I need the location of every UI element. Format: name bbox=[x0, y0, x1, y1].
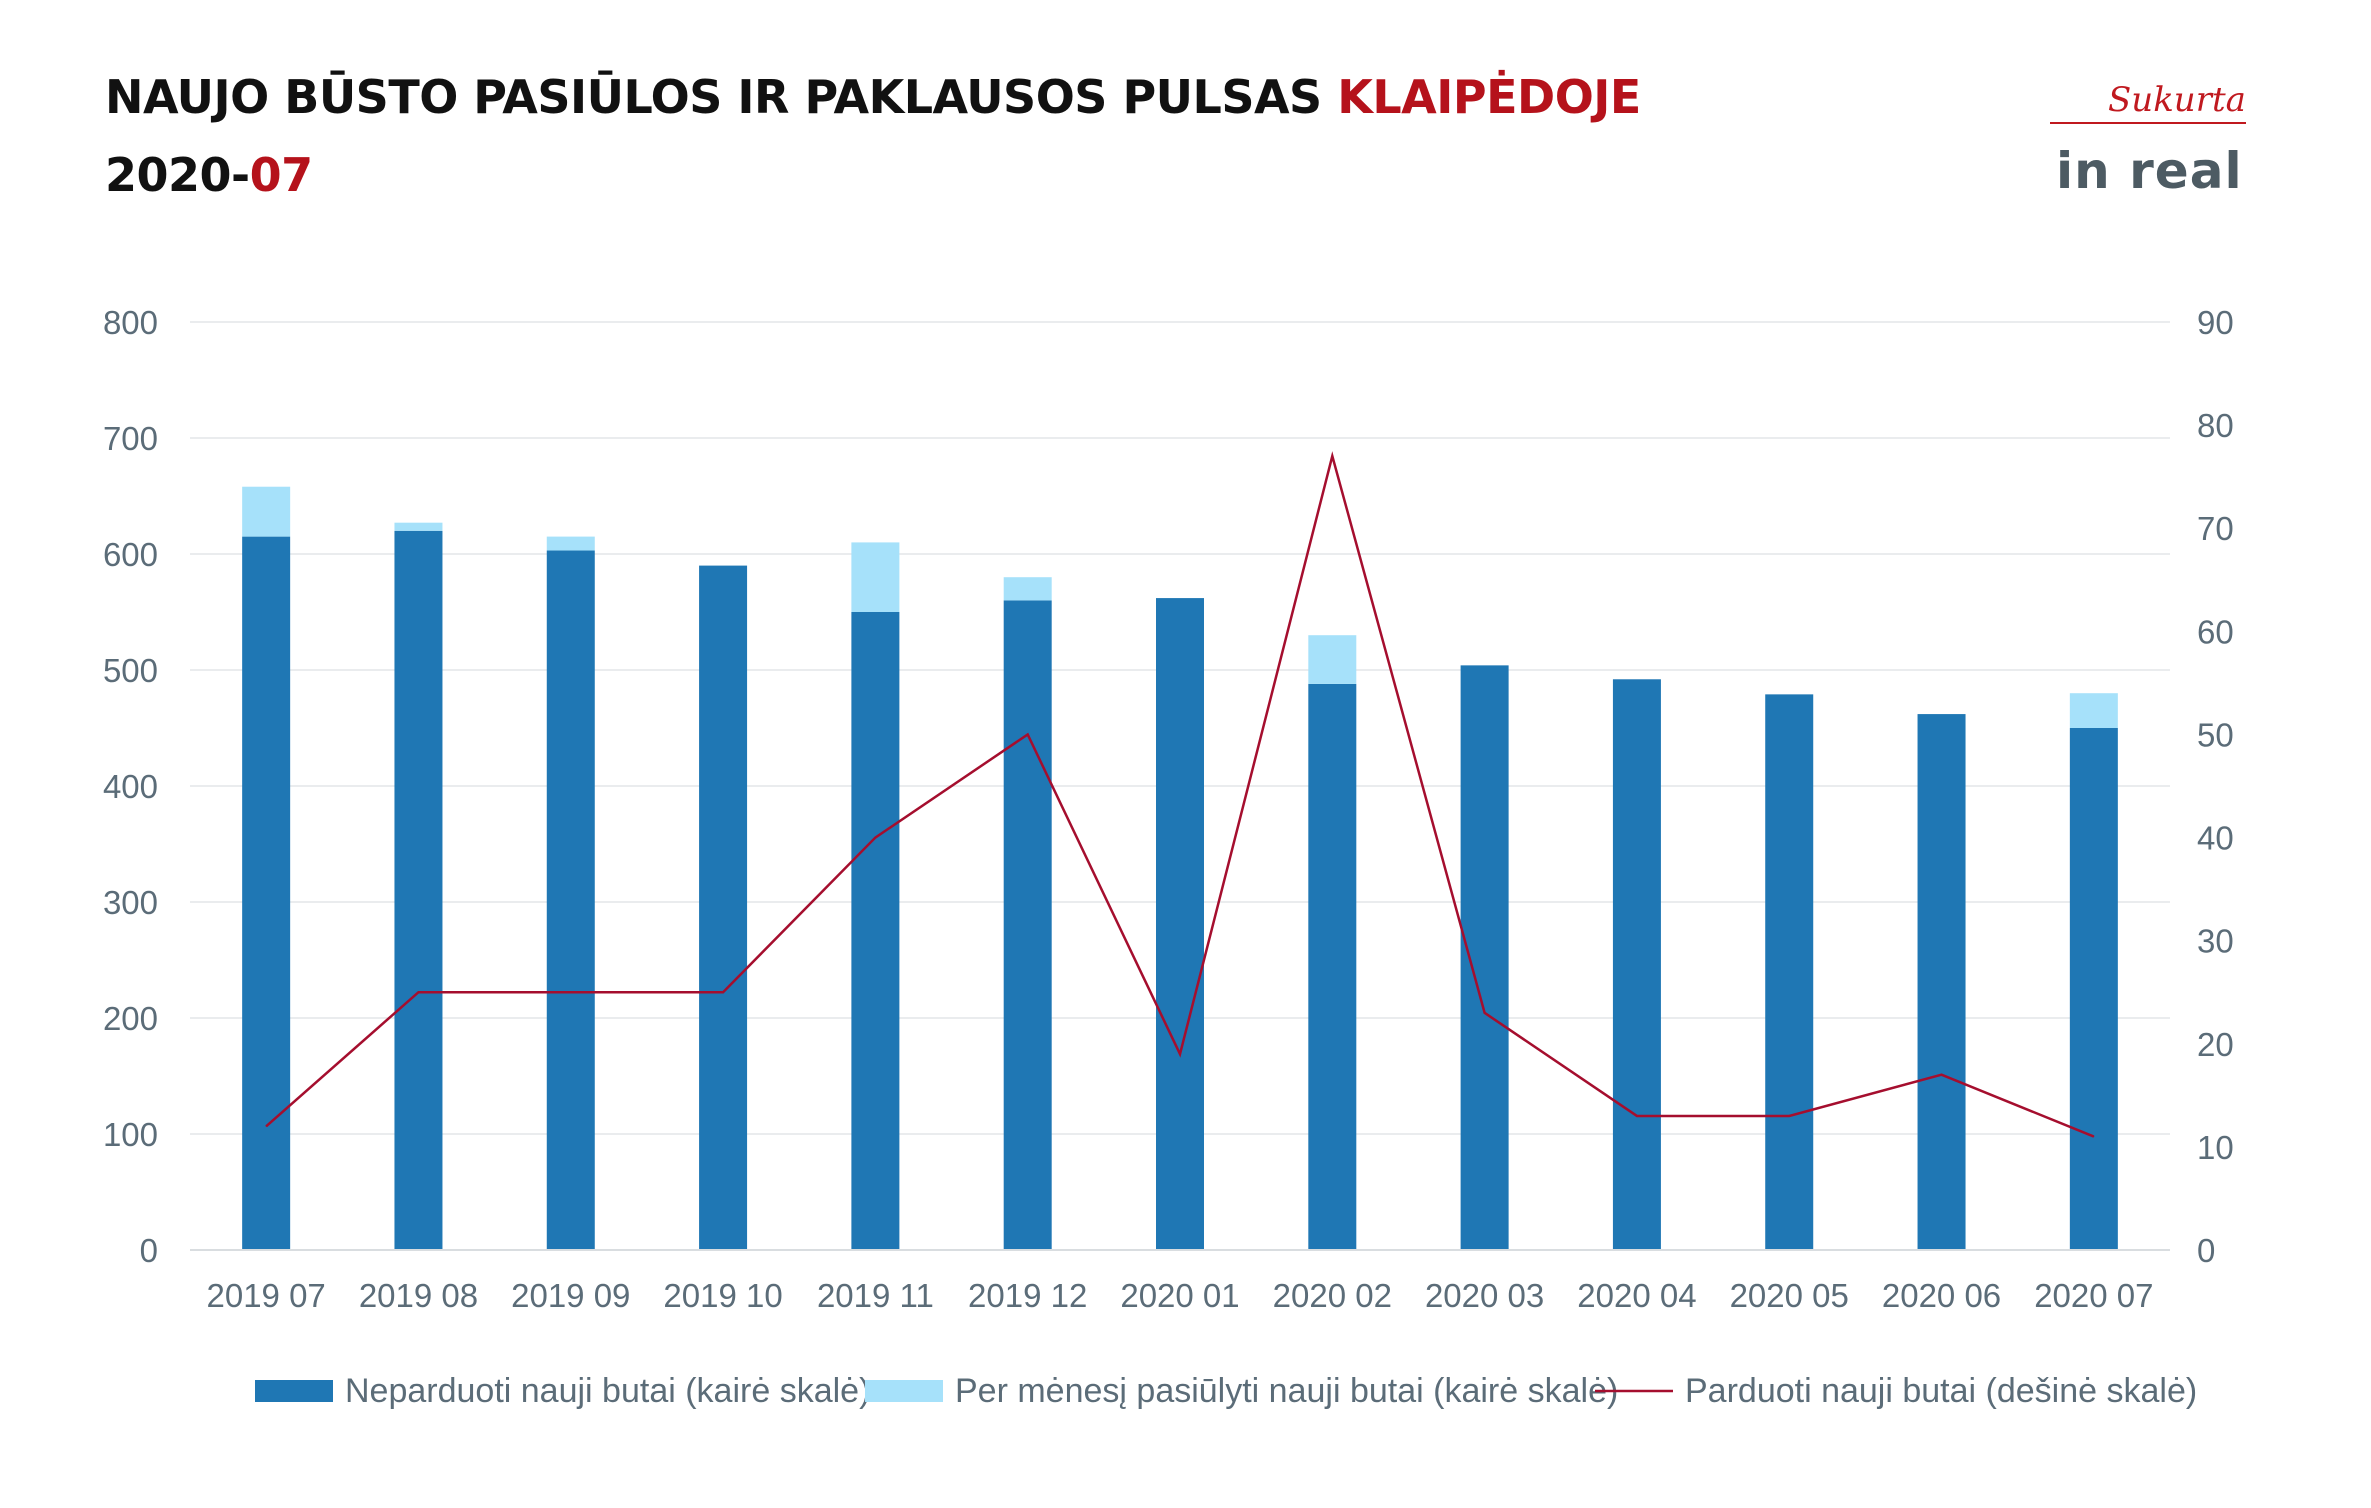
right-axis-tick-label: 10 bbox=[2197, 1129, 2234, 1166]
right-axis-tick-label: 50 bbox=[2197, 716, 2234, 753]
bar-unsold bbox=[1003, 600, 1052, 1250]
x-axis-tick-label: 2020 03 bbox=[1425, 1277, 1544, 1314]
left-axis-tick-label: 800 bbox=[103, 304, 158, 341]
chart-title-main: NAUJO BŪSTO PASIŪLOS IR PAKLAUSOS PULSAS bbox=[105, 70, 1338, 124]
bar-unsold bbox=[699, 565, 748, 1250]
bar-unsold bbox=[1917, 714, 1966, 1250]
left-axis-tick-label: 200 bbox=[103, 1000, 158, 1037]
bar-unsold bbox=[546, 550, 595, 1250]
x-axis-tick-label: 2019 09 bbox=[511, 1277, 630, 1314]
bar-series bbox=[242, 486, 2118, 1250]
left-axis-tick-label: 600 bbox=[103, 536, 158, 573]
x-axis-tick-label: 2019 11 bbox=[817, 1277, 934, 1314]
right-axis-tick-label: 60 bbox=[2197, 613, 2234, 650]
sold-point bbox=[1331, 455, 1333, 457]
sold-point bbox=[1179, 1053, 1181, 1055]
bar-offered bbox=[2069, 693, 2118, 728]
logo-divider bbox=[2050, 122, 2246, 124]
left-axis-tick-label: 300 bbox=[103, 884, 158, 921]
sold-point bbox=[570, 991, 572, 993]
x-axis: 2019 07 2019 08 2019 09 2019 10 2019 11 2019 … bbox=[190, 1249, 2170, 1314]
chart-title: NAUJO BŪSTO PASIŪLOS IR PAKLAUSOS PULSAS… bbox=[105, 70, 1641, 124]
x-axis-tick-label: 2020 06 bbox=[1882, 1277, 2001, 1314]
line-series bbox=[265, 451, 2095, 1138]
right-axis-tick-label: 20 bbox=[2197, 1026, 2234, 1063]
in-real-logo: Sukurta in real bbox=[2050, 80, 2250, 210]
x-axis-tick-label: 2019 10 bbox=[663, 1277, 782, 1314]
sold-point bbox=[874, 837, 876, 839]
right-axis: 0 10 20 30 40 50 60 70 80 90 bbox=[2197, 304, 2234, 1269]
chart-period: 2020-07 bbox=[105, 148, 313, 202]
right-axis-tick-label: 70 bbox=[2197, 510, 2234, 547]
x-axis-tick-label: 2020 04 bbox=[1577, 1277, 1696, 1314]
sold-point bbox=[2093, 1136, 2095, 1138]
left-axis-tick-label: 500 bbox=[103, 652, 158, 689]
right-axis-tick-label: 30 bbox=[2197, 923, 2234, 960]
bar-offered bbox=[851, 542, 900, 612]
bar-offered bbox=[1308, 635, 1357, 684]
x-axis-tick-label: 2019 12 bbox=[968, 1277, 1087, 1314]
left-axis-tick-label: 0 bbox=[140, 1232, 158, 1269]
bar-offered bbox=[1003, 577, 1052, 601]
sold-point bbox=[417, 991, 419, 993]
x-axis-tick-label: 2019 08 bbox=[359, 1277, 478, 1314]
sold-point bbox=[1941, 1074, 1943, 1076]
x-axis-tick-label: 2020 01 bbox=[1120, 1277, 1239, 1314]
bar-unsold bbox=[1765, 694, 1814, 1250]
sold-point bbox=[722, 991, 724, 993]
x-axis-tick-label: 2020 07 bbox=[2034, 1277, 2153, 1314]
logo-brand: in real bbox=[2056, 142, 2243, 200]
left-axis: 0 100 200 300 400 500 600 700 800 bbox=[103, 304, 158, 1269]
chart-period-month: 07 bbox=[249, 148, 314, 202]
legend-label-offered: Per mėnesį pasiūlyti nauji butai (kairė … bbox=[955, 1372, 1618, 1410]
bar-unsold bbox=[1308, 683, 1357, 1250]
left-axis-tick-label: 100 bbox=[103, 1116, 158, 1153]
bar-unsold bbox=[1612, 679, 1661, 1250]
sold-point bbox=[1636, 1115, 1638, 1117]
bar-unsold bbox=[2069, 728, 2118, 1250]
sold-point bbox=[1788, 1115, 1790, 1117]
chart-period-year: 2020- bbox=[105, 148, 250, 202]
bar-unsold bbox=[851, 612, 900, 1250]
right-axis-tick-label: 40 bbox=[2197, 820, 2234, 857]
sold-point bbox=[265, 1125, 267, 1127]
bar-offered bbox=[242, 486, 291, 537]
sold-point bbox=[1027, 733, 1029, 735]
logo-tagline: Sukurta bbox=[2108, 80, 2246, 120]
legend-label-unsold: Neparduoti nauji butai (kairė skalė) bbox=[345, 1372, 870, 1410]
bar-unsold bbox=[242, 536, 291, 1250]
x-axis-tick-label: 2019 07 bbox=[207, 1277, 326, 1314]
bar-offered bbox=[394, 522, 443, 531]
right-axis-tick-label: 0 bbox=[2197, 1232, 2215, 1269]
x-axis-tick-label: 2020 02 bbox=[1273, 1277, 1392, 1314]
left-axis-tick-label: 400 bbox=[103, 768, 158, 805]
right-axis-tick-label: 80 bbox=[2197, 407, 2234, 444]
bar-unsold bbox=[1156, 598, 1204, 1250]
bar-offered bbox=[546, 536, 595, 551]
legend-swatch-offered bbox=[865, 1380, 943, 1402]
chart-legend: Neparduoti nauji butai (kairė skalė) Per … bbox=[255, 1372, 2197, 1410]
chart-title-city: KLAIPĖDOJE bbox=[1337, 70, 1641, 124]
legend-swatch-unsold bbox=[255, 1380, 333, 1402]
sold-point bbox=[1484, 1012, 1486, 1014]
legend-label-sold: Parduoti nauji butai (dešinė skalė) bbox=[1685, 1372, 2197, 1410]
x-axis-tick-label: 2020 05 bbox=[1730, 1277, 1849, 1314]
right-axis-tick-label: 90 bbox=[2197, 304, 2234, 341]
bar-unsold bbox=[1460, 665, 1509, 1250]
left-axis-tick-label: 700 bbox=[103, 420, 158, 457]
bar-unsold bbox=[394, 530, 443, 1250]
